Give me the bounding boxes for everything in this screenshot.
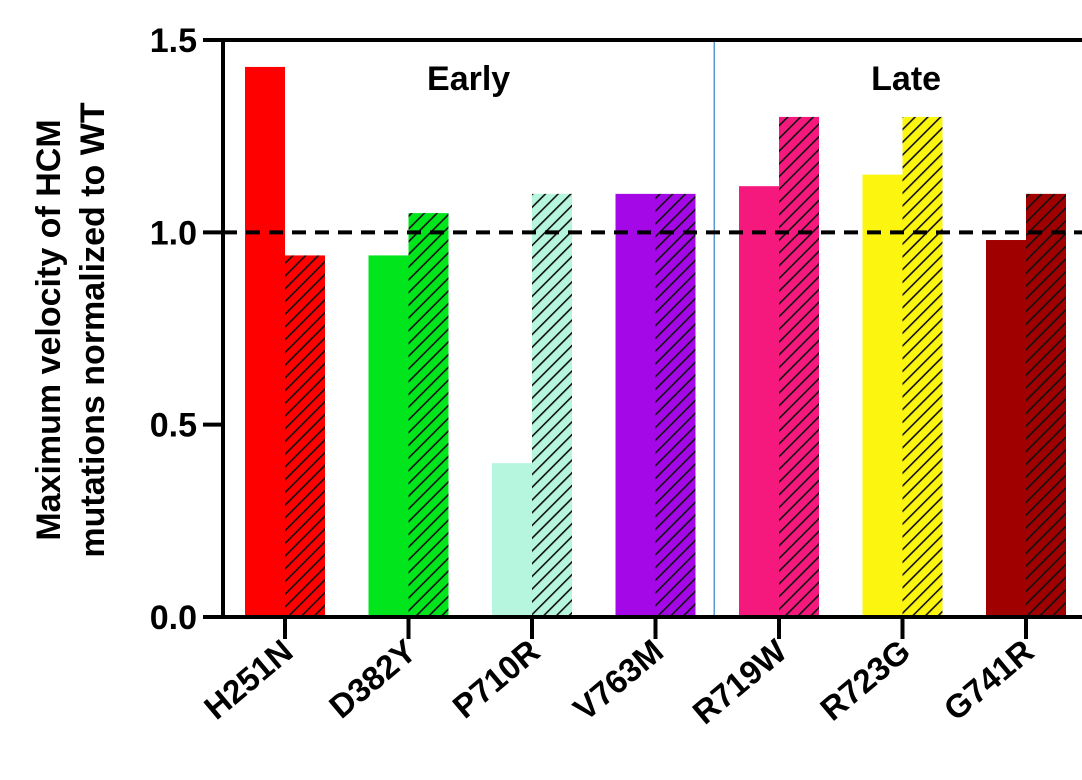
- bar-v763m-solid: [615, 193, 656, 617]
- x-tick-label-h251n: H251N: [197, 632, 299, 726]
- phase-label-late: Late: [871, 60, 941, 98]
- y-axis-label: Maximum velocity of HCM: [30, 119, 68, 540]
- bar-g741r-hatched: [1026, 193, 1066, 617]
- x-tick-labels: H251N D382Y P710R V763M R719W R723G G741R: [197, 631, 1041, 731]
- bar-r719w-hatched: [779, 116, 819, 617]
- y-tick-label: 1.5: [150, 22, 197, 60]
- bar-p710r-hatched: [532, 193, 572, 617]
- bar-d382y-hatched: [408, 213, 449, 617]
- y-tick-label: 0.0: [150, 599, 197, 637]
- bar-d382y-solid: [368, 255, 409, 617]
- y-tick-label: 1.0: [150, 214, 197, 252]
- bar-v763m-hatched: [655, 193, 696, 617]
- bars: [245, 66, 1066, 618]
- bar-h251n-hatched: [285, 255, 325, 617]
- bar-g741r-solid: [986, 240, 1026, 617]
- x-tick-label-g741r: G741R: [937, 632, 1041, 728]
- x-tick-label-r719w: R719W: [685, 631, 794, 731]
- y-axis-label-line2: mutations normalized to WT: [74, 102, 112, 557]
- bar-h251n-solid: [245, 66, 285, 618]
- axes: [203, 38, 1082, 639]
- bar-r723g-hatched: [902, 116, 943, 617]
- x-tick-label-d382y: D382Y: [322, 632, 423, 725]
- x-tick-label-r723g: R723G: [813, 632, 917, 728]
- x-tick-label-v763m: V763M: [566, 632, 670, 728]
- bar-r723g-solid: [862, 174, 903, 617]
- bar-p710r-solid: [492, 463, 532, 617]
- y-tick-label: 0.5: [150, 407, 197, 445]
- y-tick-labels: 0.0 0.5 1.0 1.5: [150, 22, 197, 637]
- x-tick-label-p710r: P710R: [445, 632, 546, 725]
- bar-r719w-solid: [739, 186, 779, 617]
- phase-label-early: Early: [427, 60, 510, 98]
